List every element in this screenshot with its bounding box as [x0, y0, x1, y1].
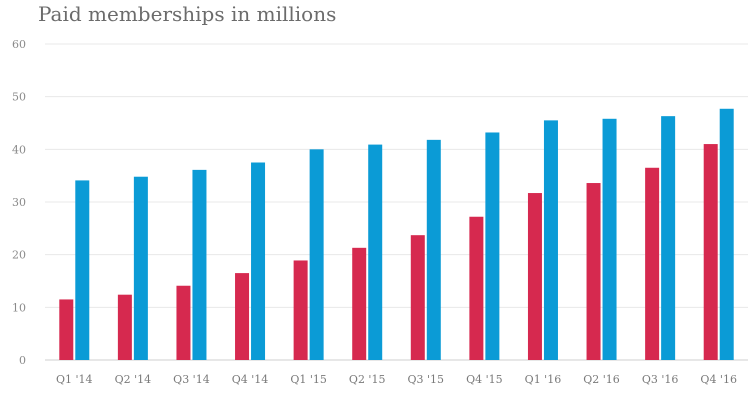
bar-series-2 [543, 120, 558, 360]
x-tick-label: Q3 '16 [642, 373, 679, 386]
x-tick-label: Q2 '14 [115, 373, 152, 386]
bar-series-1 [469, 216, 484, 360]
x-tick-label: Q4 '16 [700, 373, 737, 386]
bar-series-2 [485, 132, 500, 360]
y-axis-ticks: 0 10 20 30 40 50 60 [12, 38, 26, 367]
x-tick-label: Q3 '15 [408, 373, 445, 386]
y-tick-label: 20 [12, 249, 26, 262]
x-axis-ticks: Q1 '14 Q2 '14 Q3 '14 Q4 '14 Q1 '15 Q2 '15 Q3 '… [56, 373, 737, 386]
y-tick-label: 60 [12, 38, 26, 51]
bar-series-1 [235, 273, 250, 360]
bar-series-1 [117, 294, 132, 360]
x-tick-label: Q3 '14 [173, 373, 210, 386]
bar-series-2 [192, 169, 207, 360]
grid-lines [45, 43, 748, 361]
bar-series-2 [602, 118, 617, 360]
y-tick-label: 50 [12, 91, 26, 104]
y-tick-label: 40 [12, 143, 26, 156]
x-tick-label: Q1 '15 [290, 373, 327, 386]
bar-series-1 [293, 260, 308, 360]
bar-series-1 [527, 193, 542, 360]
bar-series-1 [586, 183, 601, 360]
bar-series-1 [176, 285, 191, 360]
bar-series-1 [352, 247, 367, 360]
bar-series-2 [661, 116, 676, 360]
x-tick-label: Q2 '15 [349, 373, 386, 386]
bar-series-2 [368, 144, 383, 360]
bars [59, 108, 734, 360]
x-tick-label: Q4 '14 [232, 373, 269, 386]
y-tick-label: 30 [12, 196, 26, 209]
bar-series-1 [59, 299, 74, 360]
x-tick-label: Q2 '16 [583, 373, 620, 386]
bar-series-1 [703, 144, 718, 360]
x-tick-label: Q4 '15 [466, 373, 503, 386]
bar-series-2 [251, 162, 266, 360]
bar-series-2 [75, 180, 90, 360]
bar-series-2 [719, 108, 734, 360]
bar-series-1 [410, 235, 425, 360]
y-tick-label: 0 [19, 354, 26, 367]
bar-series-2 [426, 139, 441, 360]
bar-series-2 [309, 149, 324, 360]
bar-series-2 [133, 176, 148, 360]
y-tick-label: 10 [12, 301, 26, 314]
x-tick-label: Q1 '14 [56, 373, 93, 386]
bar-series-1 [645, 167, 660, 360]
chart-title: Paid memberships in millions [38, 2, 337, 26]
x-tick-label: Q1 '16 [525, 373, 562, 386]
